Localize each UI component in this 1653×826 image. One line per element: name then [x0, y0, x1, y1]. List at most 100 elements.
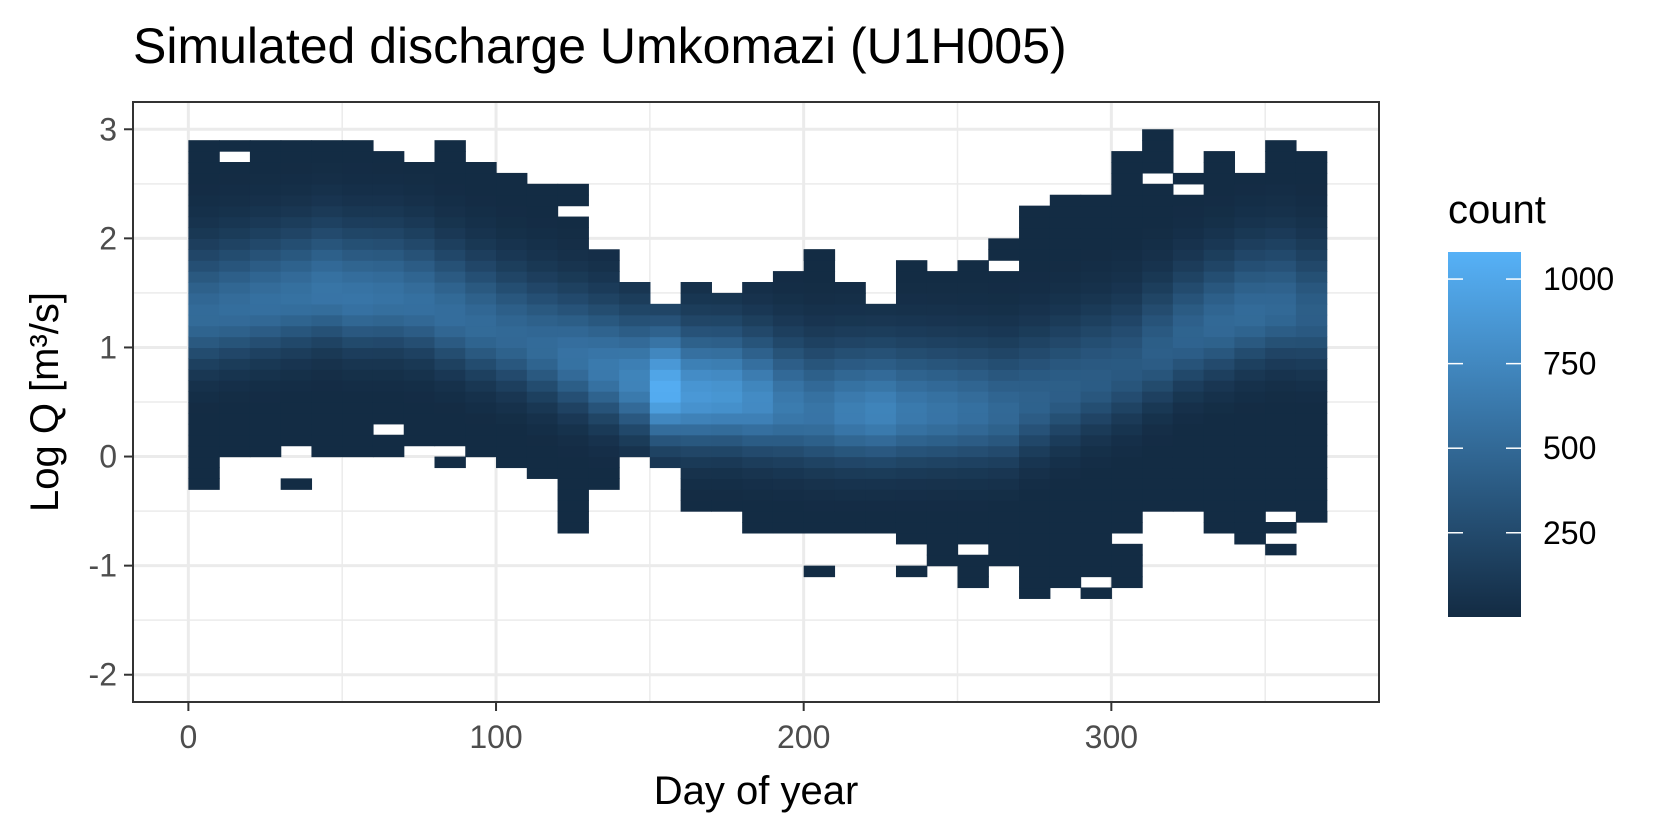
heatmap-tile: [188, 423, 220, 436]
heatmap-tile: [311, 292, 343, 305]
heatmap-tile: [957, 347, 989, 359]
heatmap-tile: [1049, 325, 1082, 338]
heatmap-tile: [372, 347, 405, 359]
heatmap-tile: [557, 489, 589, 501]
heatmap-tile: [1203, 369, 1236, 381]
heatmap-tile: [465, 282, 497, 294]
heatmap-tile: [834, 467, 866, 479]
heatmap-tile: [403, 412, 436, 425]
heatmap-tile: [895, 522, 928, 534]
heatmap-tile: [1295, 238, 1328, 250]
heatmap-tile: [865, 445, 897, 458]
heatmap-tile: [742, 489, 774, 501]
heatmap-tile: [1172, 238, 1205, 250]
heatmap-tile: [372, 172, 405, 185]
heatmap-tile: [1019, 391, 1051, 403]
heatmap-tile: [1019, 565, 1051, 578]
heatmap-tile: [280, 412, 313, 425]
heatmap-tile: [1080, 532, 1112, 545]
heatmap-tile: [1142, 478, 1174, 490]
heatmap-tile: [526, 456, 559, 469]
heatmap-tile: [434, 391, 466, 403]
heatmap-tile: [1203, 271, 1236, 283]
heatmap-tile: [1080, 522, 1112, 534]
heatmap-tile: [1265, 194, 1297, 207]
heatmap-tile: [1265, 172, 1297, 185]
heatmap-tile: [557, 271, 589, 283]
heatmap-tile: [1049, 314, 1082, 327]
heatmap-tile: [957, 358, 989, 370]
heatmap-tile: [957, 511, 989, 523]
heatmap-tile: [1234, 500, 1266, 512]
heatmap-tile: [249, 216, 282, 229]
x-tick-label: 200: [777, 719, 830, 755]
heatmap-tile: [588, 369, 620, 381]
heatmap-tile: [1265, 402, 1297, 414]
heatmap-tile: [434, 249, 466, 261]
heatmap-tile: [1142, 183, 1174, 196]
heatmap-tile: [249, 140, 282, 152]
heatmap-tile: [1172, 369, 1205, 381]
heatmap-tile: [557, 238, 589, 250]
heatmap-tile: [680, 445, 712, 458]
heatmap-tile: [957, 434, 989, 447]
heatmap-tile: [711, 445, 743, 458]
heatmap-tile: [742, 292, 774, 305]
heatmap-tile: [1142, 500, 1174, 512]
heatmap-tile: [342, 314, 374, 327]
heatmap-tile: [834, 522, 866, 534]
heatmap-tile: [988, 314, 1020, 327]
heatmap-tile: [1234, 402, 1266, 414]
heatmap-tile: [465, 238, 497, 250]
heatmap-tile: [1111, 511, 1143, 523]
heatmap-tile: [1234, 172, 1266, 185]
heatmap-tile: [526, 336, 559, 349]
heatmap-tile: [1142, 369, 1174, 381]
y-axis: -2 -1 0 1 2 3: [89, 111, 133, 693]
heatmap-tile: [895, 434, 928, 447]
heatmap-tile: [219, 282, 251, 294]
heatmap-tile: [1265, 271, 1297, 283]
heatmap-tile: [926, 325, 959, 338]
heatmap-tile: [865, 467, 897, 479]
heatmap-tile: [434, 151, 466, 163]
heatmap-tile: [465, 347, 497, 359]
heatmap-tile: [311, 205, 343, 218]
heatmap-tile: [434, 271, 466, 283]
heatmap-tile: [465, 380, 497, 392]
heatmap-tile: [895, 565, 928, 578]
heatmap-tile: [557, 380, 589, 392]
heatmap-tile: [649, 412, 682, 425]
heatmap-tile: [957, 445, 989, 458]
heatmap-tile: [957, 554, 989, 567]
heatmap-tile: [926, 391, 959, 403]
heatmap-tile: [957, 576, 989, 589]
heatmap-tile: [988, 358, 1020, 370]
heatmap-tile: [280, 238, 313, 250]
heatmap-tile: [988, 500, 1020, 512]
heatmap-tile: [496, 325, 528, 338]
heatmap-tile: [311, 423, 343, 436]
heatmap-tile: [1080, 347, 1112, 359]
heatmap-tile: [188, 303, 220, 316]
heatmap-tile: [1080, 303, 1112, 316]
heatmap-tile: [403, 205, 436, 218]
heatmap-tile: [403, 271, 436, 283]
heatmap-tile: [372, 325, 405, 338]
heatmap-tile: [496, 183, 528, 196]
heatmap-tile: [434, 380, 466, 392]
heatmap-tile: [1295, 402, 1328, 414]
heatmap-tile: [526, 260, 559, 272]
heatmap-tile: [926, 522, 959, 534]
heatmap-tile: [434, 205, 466, 218]
heatmap-tile: [219, 314, 251, 327]
heatmap-tile: [865, 500, 897, 512]
heatmap-tile: [865, 325, 897, 338]
heatmap-tile: [1265, 500, 1297, 512]
heatmap-tile: [1234, 412, 1266, 425]
heatmap-tile: [1019, 522, 1051, 534]
heatmap-tile: [372, 303, 405, 316]
heatmap-tile: [926, 434, 959, 447]
heatmap-tile: [895, 467, 928, 479]
heatmap-tile: [403, 183, 436, 196]
